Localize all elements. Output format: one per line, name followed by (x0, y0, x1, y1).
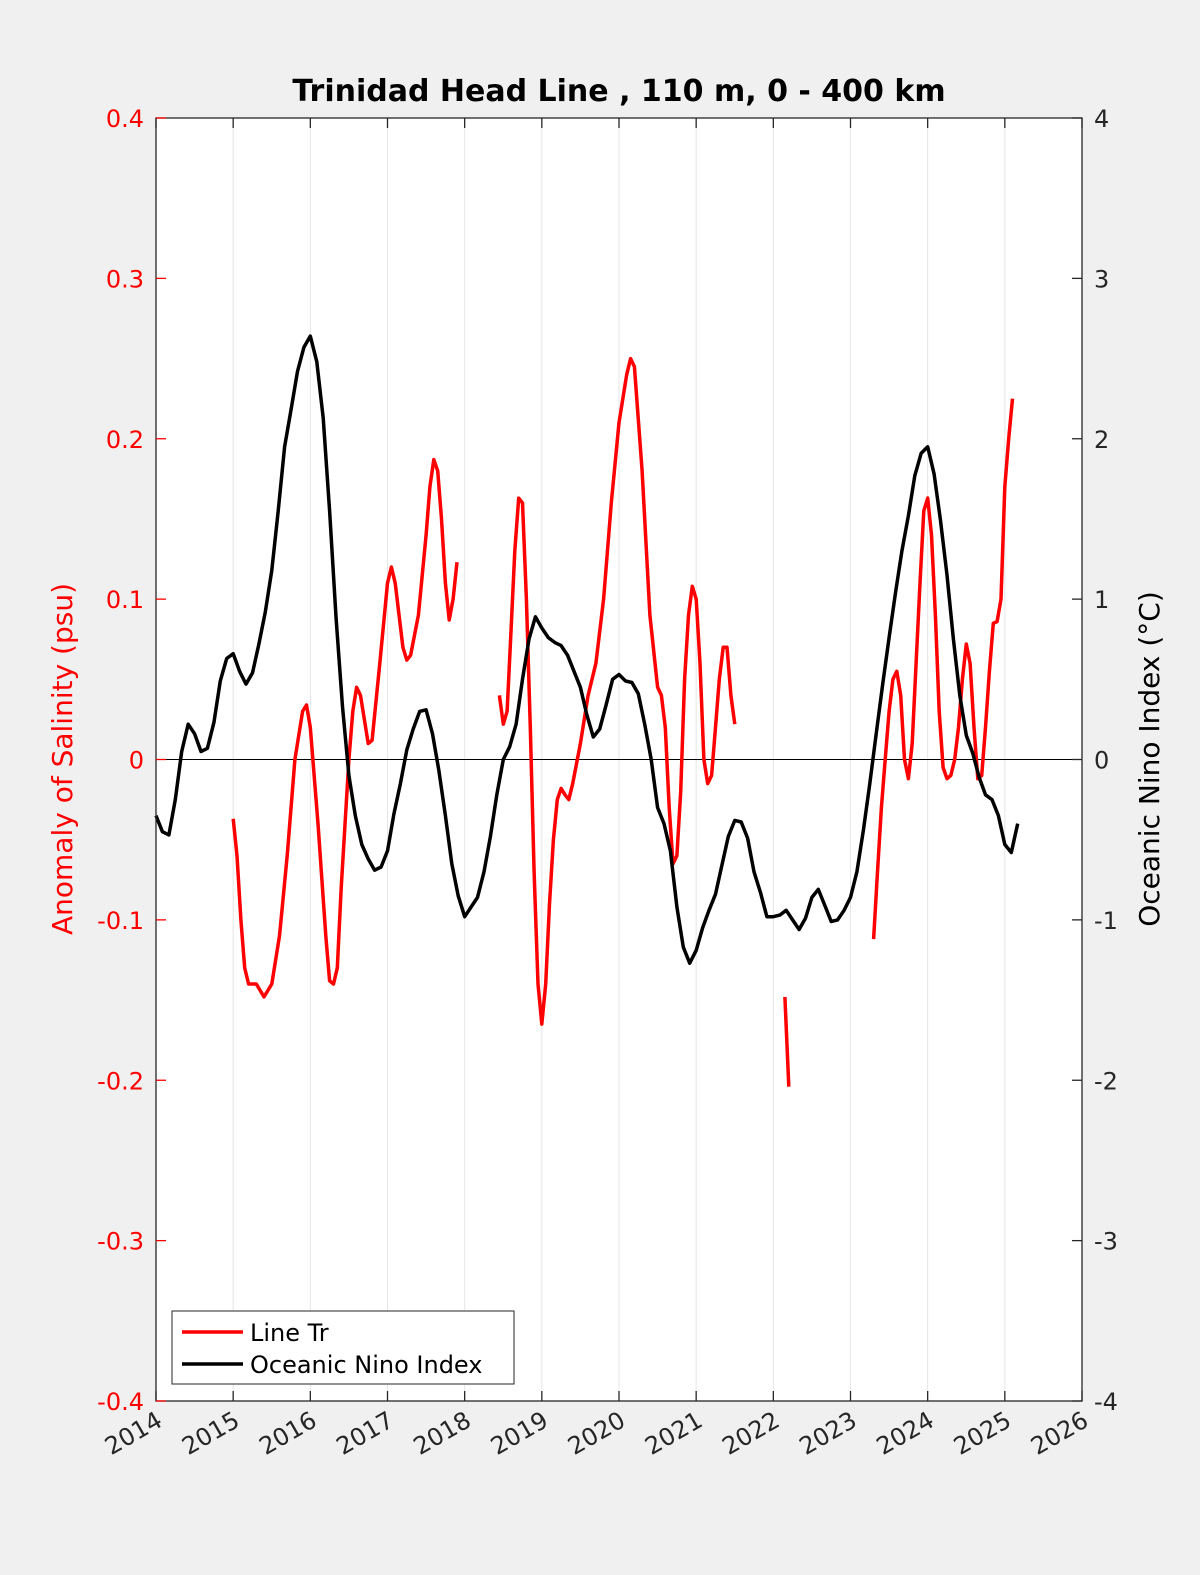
y-left-axis-label: Anomaly of Salinity (psu) (46, 583, 79, 935)
y-left-tick-label: 0.3 (106, 265, 144, 293)
y-right-tick-label: 1 (1094, 586, 1109, 614)
y-right-tick-label: 0 (1094, 747, 1109, 775)
y-left-tick-label: -0.3 (97, 1228, 144, 1256)
y-right-tick-label: -4 (1094, 1388, 1118, 1416)
series-line-oni-segment-0 (154, 334, 1020, 965)
series-layer (154, 334, 1082, 1087)
series-line-line-tr-segment-0 (231, 457, 459, 999)
y-right-axis-label: Oceanic Nino Index (°C) (1133, 591, 1166, 927)
legend-label-oni: Oceanic Nino Index (250, 1351, 482, 1379)
y-right-tick-label: -1 (1094, 907, 1118, 935)
y-left-tick-label: 0 (129, 747, 144, 775)
series-line-line-tr-segment-3 (871, 398, 1015, 940)
y-right-tick-label: 4 (1094, 105, 1109, 133)
y-right-tick-label: 3 (1094, 265, 1109, 293)
y-right-tick-label: -3 (1094, 1228, 1118, 1256)
tick-layer: 2014 2015 2016 2017 2018 2019 2020 2021 2022 2023… (97, 105, 1118, 1461)
y-right-tick-label: -2 (1094, 1067, 1118, 1095)
y-left-tick-label: -0.2 (97, 1067, 144, 1095)
legend-label-line-tr: Line Tr (250, 1319, 329, 1347)
series-line-line-tr-segment-1 (497, 356, 737, 1026)
y-left-tick-label: -0.1 (97, 907, 144, 935)
chart-title: Trinidad Head Line , 110 m, 0 - 400 km (292, 74, 945, 109)
legend: Line Tr Oceanic Nino Index (171, 1310, 515, 1385)
y-left-tick-label: -0.4 (97, 1388, 144, 1416)
legend-box (171, 1310, 515, 1385)
y-left-tick-label: 0.1 (106, 586, 144, 614)
y-left-tick-label: 0.4 (106, 105, 144, 133)
y-right-tick-label: 2 (1094, 426, 1109, 454)
series-line-line-tr-segment-2 (783, 996, 791, 1087)
y-left-tick-label: 0.2 (106, 426, 144, 454)
